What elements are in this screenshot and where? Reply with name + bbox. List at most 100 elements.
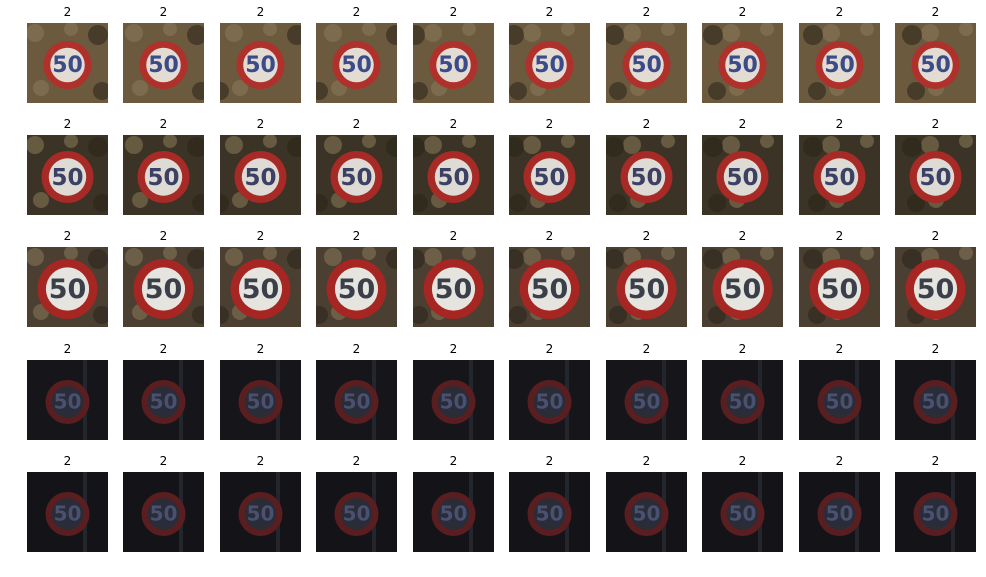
background-texture [760,247,774,260]
background-texture [661,247,675,260]
background-texture [708,306,726,324]
speed-limit-sign-image: 50 [895,247,976,327]
thumbnail-class-label: 2 [545,229,554,243]
sign-face [630,386,663,418]
background-texture [561,23,575,36]
background-texture [163,23,177,36]
background-texture [722,136,740,154]
thumbnail-class-label: 2 [63,5,72,19]
thumbnail-cell: 2 50 [220,114,301,215]
sign-speed-text: 50 [534,53,565,78]
sign-speed-text: 50 [826,502,854,526]
thumbnail-class-label: 2 [449,5,458,19]
sign-face [720,267,765,311]
background-texture [523,24,541,42]
background-texture [324,136,342,154]
thumbnail-cell: 2 50 [702,339,783,440]
background-texture [33,192,49,208]
background-texture [33,80,49,96]
thumbnail-class-label: 2 [256,117,265,131]
sign-speed-text: 50 [628,274,666,305]
speed-limit-sign-image: 50 [220,360,301,440]
background-texture [902,249,922,269]
thumbnail-cell: 2 50 [220,339,301,440]
speed-limit-sign-image: 50 [316,135,397,215]
background-texture [808,194,826,212]
speed-limit-sign-image: 50 [702,23,783,103]
sign-speed-text: 50 [54,390,82,414]
thumbnail-class-label: 2 [159,117,168,131]
speed-limit-sign-image: 50 [606,472,687,552]
speed-limit-sign-image: 50 [413,360,494,440]
speed-limit-sign-image: 50 [509,23,590,103]
sign-face [48,158,87,196]
background-texture [324,248,342,266]
sign-face [627,158,666,196]
background-texture [902,25,922,45]
background-texture [386,249,397,269]
sign-face [243,47,278,83]
sign-speed-text: 50 [147,165,179,191]
sign-speed-text: 50 [52,53,83,78]
speed-limit-sign-image: 50 [509,472,590,552]
sign-speed-text: 50 [630,165,662,191]
thumbnail-cell: 2 50 [895,451,976,552]
sign-face [630,498,663,530]
background-texture [192,306,204,324]
sign-speed-text: 50 [343,390,371,414]
speed-limit-sign-image: 50 [895,135,976,215]
background-texture [263,135,277,148]
speed-limit-sign-image: 50 [27,135,108,215]
sign-face [437,386,470,418]
background-texture [623,136,641,154]
sign-speed-text: 50 [247,502,275,526]
thumbnail-class-label: 2 [931,5,940,19]
background-texture [523,248,541,266]
background-texture [921,136,939,154]
background-texture [907,194,925,212]
background-texture [287,25,301,45]
speed-limit-sign-image: 50 [413,135,494,215]
background-texture [606,137,624,157]
background-texture [93,306,108,324]
thumbnail-cell: 2 50 [316,339,397,440]
speed-limit-sign-image: 50 [509,135,590,215]
background-texture [88,25,108,45]
thumbnail-class-label: 2 [642,454,651,468]
thumbnail-cell: 2 50 [123,226,204,327]
speed-limit-sign-image: 50 [316,247,397,327]
background-texture [413,137,425,157]
thumbnail-class-label: 2 [352,5,361,19]
thumbnail-class-label: 2 [352,342,361,356]
thumbnail-class-label: 2 [449,454,458,468]
background-texture [64,135,78,148]
thumbnail-cell: 2 50 [413,2,494,103]
sign-face [533,498,566,530]
background-texture [661,23,675,36]
background-texture [225,136,243,154]
thumbnail-cell: 2 50 [413,114,494,215]
thumbnail-class-label: 2 [159,5,168,19]
thumbnail-class-label: 2 [642,117,651,131]
thumbnail-cell: 2 50 [799,226,880,327]
background-texture [125,136,143,154]
sign-speed-text: 50 [729,502,757,526]
background-texture [187,249,204,269]
background-texture [509,306,527,324]
sign-speed-text: 50 [922,502,950,526]
background-texture [606,249,624,269]
sign-face [919,386,952,418]
speed-limit-sign-image: 50 [799,472,880,552]
sign-face [334,267,379,311]
sign-speed-text: 50 [49,274,87,305]
background-texture [220,82,229,100]
thumbnail-class-label: 2 [159,454,168,468]
sign-face [726,386,759,418]
background-texture [220,194,229,212]
background-texture [263,247,277,260]
background-texture [822,24,840,42]
speed-limit-sign-image: 50 [220,23,301,103]
thumbnail-cell: 2 50 [220,2,301,103]
sign-speed-text: 50 [244,165,276,191]
background-texture [424,24,442,42]
